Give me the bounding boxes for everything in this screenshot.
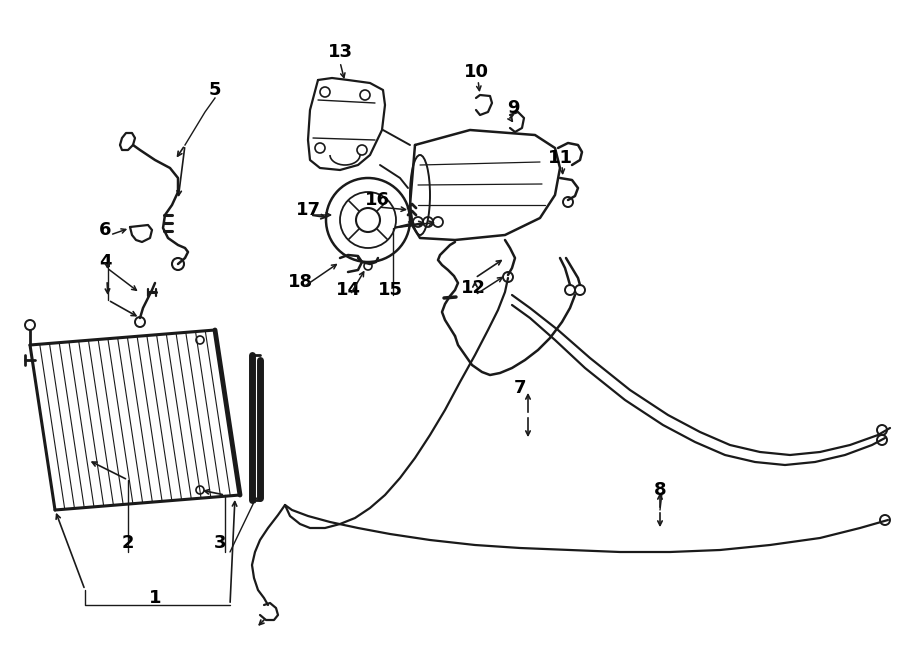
Text: 13: 13 <box>328 43 353 61</box>
Text: 10: 10 <box>464 63 489 81</box>
Text: 11: 11 <box>547 149 572 167</box>
Text: 18: 18 <box>287 273 312 291</box>
Text: 12: 12 <box>461 279 485 297</box>
Text: 8: 8 <box>653 481 666 499</box>
Text: 7: 7 <box>514 379 526 397</box>
Text: 2: 2 <box>122 534 134 552</box>
Text: 17: 17 <box>295 201 320 219</box>
Text: 3: 3 <box>214 534 226 552</box>
Text: 6: 6 <box>99 221 112 239</box>
Text: 4: 4 <box>99 253 112 271</box>
Text: 14: 14 <box>336 281 361 299</box>
Text: 5: 5 <box>209 81 221 99</box>
Text: 9: 9 <box>507 99 519 117</box>
Text: 1: 1 <box>148 589 161 607</box>
Text: 16: 16 <box>364 191 390 209</box>
Text: 15: 15 <box>377 281 402 299</box>
